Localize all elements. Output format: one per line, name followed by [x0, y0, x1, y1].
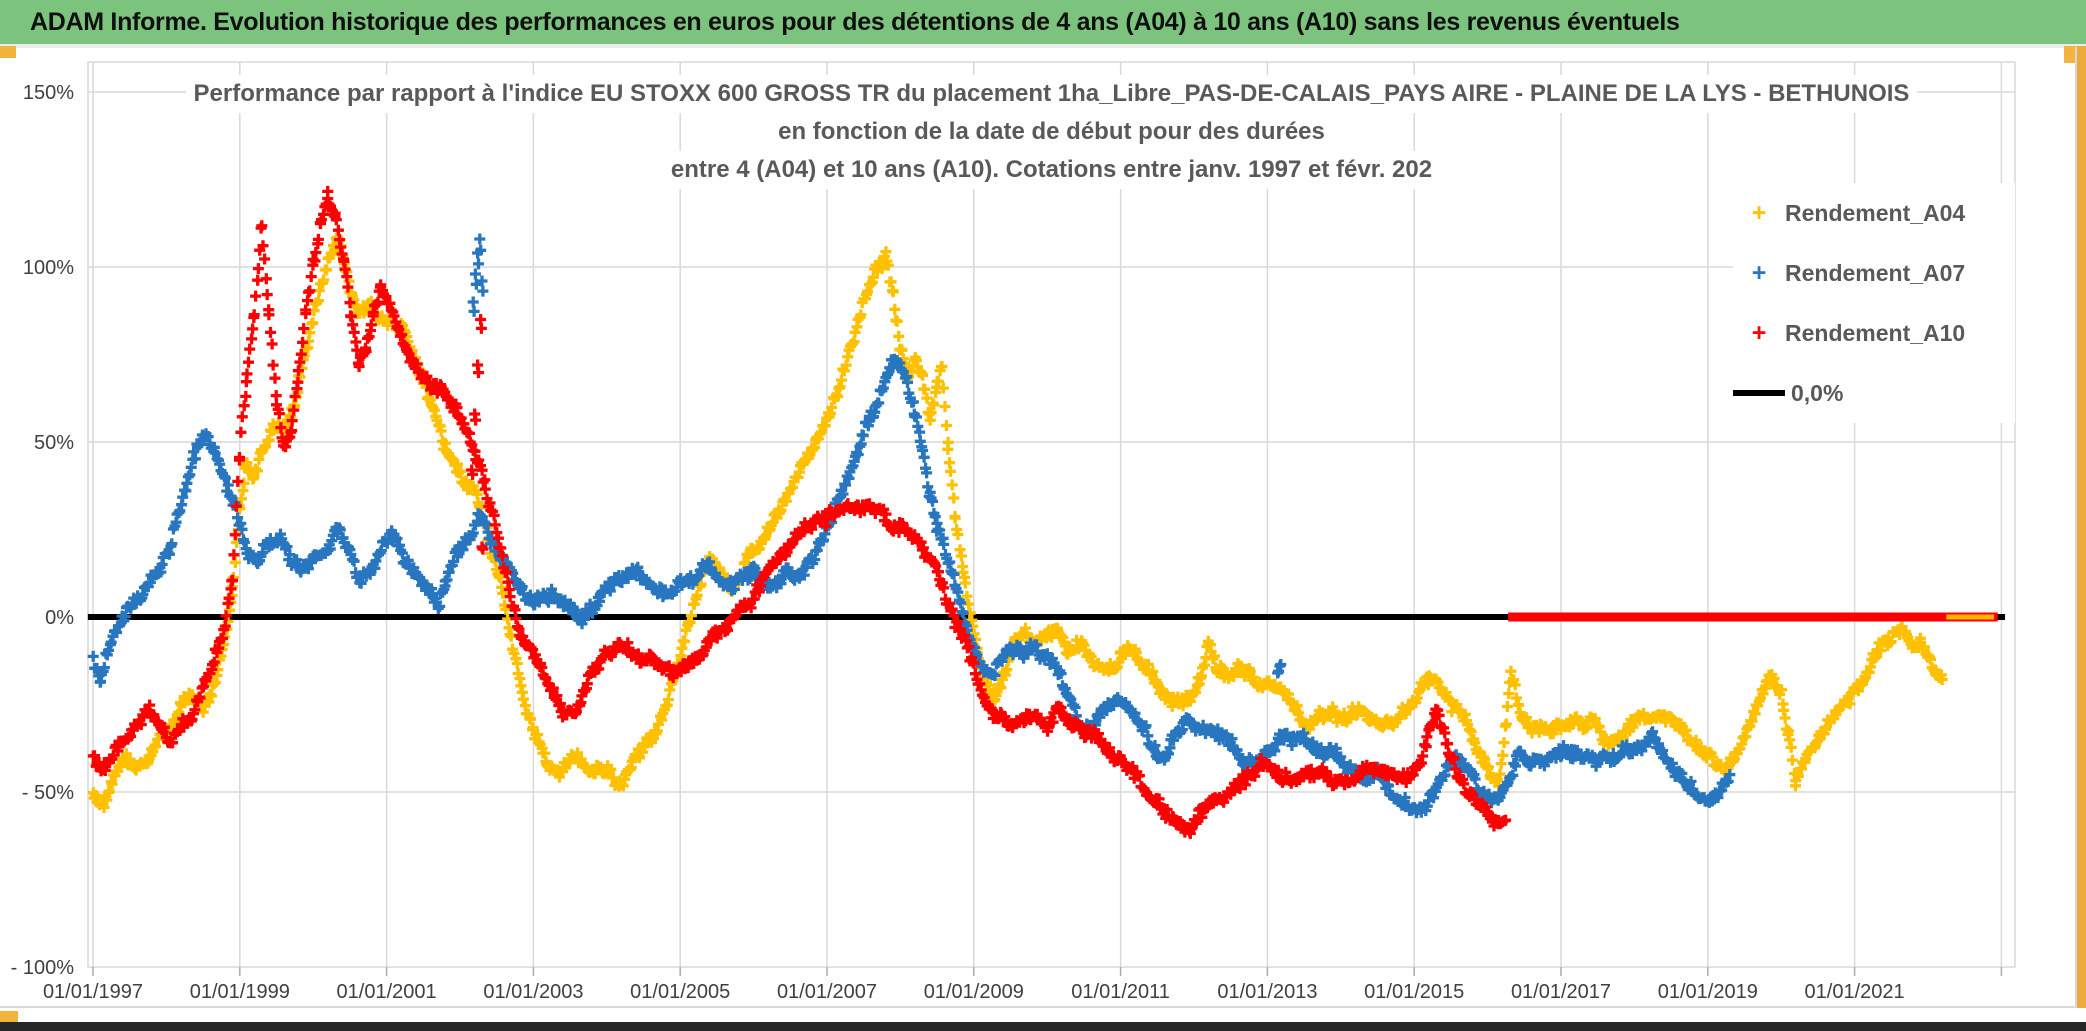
chart-bottom-edge	[0, 1006, 2077, 1008]
accent-square-bottom-left	[0, 1011, 18, 1023]
legend-item-rendement-a10[interactable]: + Rendement_A10	[1733, 303, 2015, 363]
series-rendement_a07	[87, 233, 1736, 819]
y-axis-label: - 100%	[11, 957, 75, 979]
legend-label: 0,0%	[1791, 379, 1844, 406]
banner-title: ADAM Informe. Evolution historique des p…	[30, 8, 1680, 36]
zero-line-sample-icon	[1733, 390, 1785, 396]
series-rendement_a10	[87, 185, 1512, 839]
x-axis-label: 01/01/2005	[630, 981, 730, 1003]
legend-item-rendement-a04[interactable]: + Rendement_A04	[1733, 183, 2015, 243]
x-axis-label: 01/01/2021	[1805, 981, 1905, 1003]
x-axis-label: 01/01/2017	[1511, 981, 1611, 1003]
plus-marker-icon: +	[1751, 198, 1767, 227]
x-axis-label: 01/01/2009	[924, 981, 1024, 1003]
legend-label: Rendement_A10	[1785, 319, 1966, 346]
x-axis-label: 01/01/2011	[1071, 981, 1170, 1003]
chart-object-border	[2075, 47, 2077, 1006]
x-axis-label: 01/01/2015	[1364, 981, 1464, 1003]
y-axis-label: 100%	[23, 257, 74, 279]
y-axis-label: - 50%	[22, 782, 74, 804]
plus-marker-icon: +	[1751, 258, 1767, 287]
x-axis-label: 01/01/2013	[1217, 981, 1317, 1003]
legend-item-zero-line[interactable]: 0,0%	[1733, 363, 2015, 423]
x-axis-label: 01/01/2007	[777, 981, 877, 1003]
y-axis-label: 150%	[23, 82, 74, 104]
legend-label: Rendement_A07	[1785, 259, 1966, 286]
chart-legend: + Rendement_A04 + Rendement_A07 + Rendem…	[1733, 183, 2015, 423]
x-axis-label: 01/01/1999	[190, 981, 290, 1003]
plus-marker-icon: +	[1751, 318, 1767, 347]
y-axis-label: 50%	[34, 432, 74, 454]
y-axis-label: 0%	[45, 607, 74, 629]
bottom-bar	[0, 1022, 2086, 1031]
legend-label: Rendement_A04	[1785, 199, 1966, 226]
banner-divider	[0, 44, 2086, 48]
right-edge-bar	[2077, 46, 2086, 1008]
banner: ADAM Informe. Evolution historique des p…	[0, 0, 2086, 44]
legend-item-rendement-a07[interactable]: + Rendement_A07	[1733, 243, 2015, 303]
x-axis-label: 01/01/1997	[43, 981, 143, 1003]
x-axis-label: 01/01/2003	[483, 981, 583, 1003]
plot-border	[87, 61, 2016, 968]
accent-square-top-left	[0, 46, 16, 58]
x-axis-label: 01/01/2019	[1658, 981, 1758, 1003]
x-axis-label: 01/01/2001	[337, 981, 437, 1003]
